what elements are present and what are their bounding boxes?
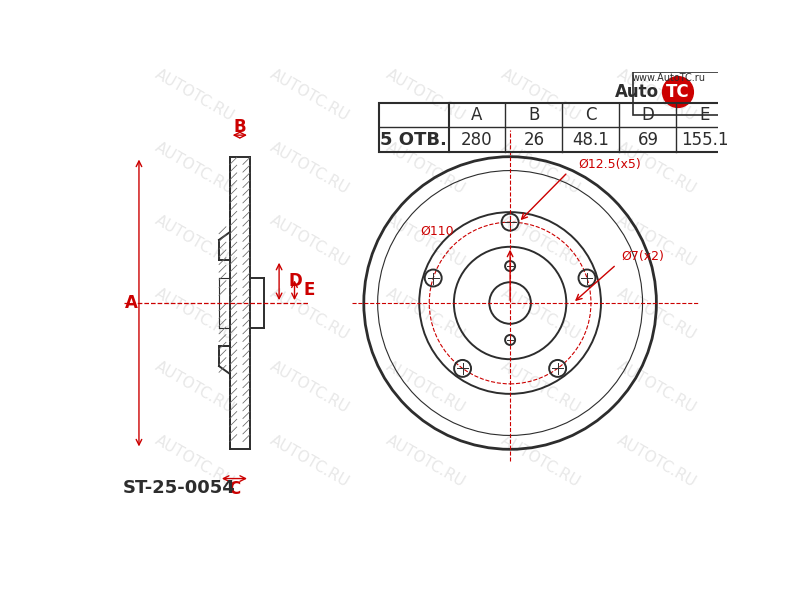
Text: AUTOTC.RU: AUTOTC.RU bbox=[383, 67, 468, 124]
Text: AUTOTC.RU: AUTOTC.RU bbox=[498, 67, 583, 124]
Text: AUTOTC.RU: AUTOTC.RU bbox=[383, 359, 468, 416]
Text: AUTOTC.RU: AUTOTC.RU bbox=[498, 286, 583, 343]
Text: AUTOTC.RU: AUTOTC.RU bbox=[383, 432, 468, 490]
Text: 280: 280 bbox=[461, 131, 493, 149]
Text: 26: 26 bbox=[523, 131, 545, 149]
Text: AUTOTC.RU: AUTOTC.RU bbox=[498, 140, 583, 197]
Bar bbox=[634, 72, 722, 115]
Text: AUTOTC.RU: AUTOTC.RU bbox=[268, 286, 352, 343]
Text: AUTOTC.RU: AUTOTC.RU bbox=[614, 140, 698, 197]
Text: AUTOTC.RU: AUTOTC.RU bbox=[268, 432, 352, 490]
Text: AUTOTC.RU: AUTOTC.RU bbox=[268, 359, 352, 416]
Text: 69: 69 bbox=[638, 131, 658, 149]
Text: Ø110: Ø110 bbox=[420, 225, 454, 238]
Text: AUTOTC.RU: AUTOTC.RU bbox=[152, 432, 237, 490]
Text: B: B bbox=[528, 106, 540, 124]
Text: C: C bbox=[586, 106, 597, 124]
Text: AUTOTC.RU: AUTOTC.RU bbox=[614, 432, 698, 490]
Text: 5 ОТВ.: 5 ОТВ. bbox=[381, 131, 447, 149]
Text: AUTOTC.RU: AUTOTC.RU bbox=[152, 359, 237, 416]
Text: AUTOTC.RU: AUTOTC.RU bbox=[268, 67, 352, 124]
Text: AUTOTC.RU: AUTOTC.RU bbox=[383, 212, 468, 270]
Text: A: A bbox=[125, 294, 138, 312]
Text: AUTOTC.RU: AUTOTC.RU bbox=[152, 212, 237, 270]
Text: AUTOTC.RU: AUTOTC.RU bbox=[614, 212, 698, 270]
Text: Auto: Auto bbox=[615, 83, 659, 101]
Text: C: C bbox=[228, 481, 241, 499]
Text: 155.1: 155.1 bbox=[681, 131, 729, 149]
Circle shape bbox=[662, 77, 694, 107]
Text: Ø7(x2): Ø7(x2) bbox=[622, 250, 665, 263]
Text: AUTOTC.RU: AUTOTC.RU bbox=[383, 140, 468, 197]
Text: AUTOTC.RU: AUTOTC.RU bbox=[614, 67, 698, 124]
Text: E: E bbox=[304, 281, 315, 299]
Text: D: D bbox=[642, 106, 654, 124]
Bar bbox=[379, 103, 734, 152]
Text: AUTOTC.RU: AUTOTC.RU bbox=[152, 67, 237, 124]
Text: AUTOTC.RU: AUTOTC.RU bbox=[268, 140, 352, 197]
Text: AUTOTC.RU: AUTOTC.RU bbox=[152, 286, 237, 343]
Text: www.AutoTC.ru: www.AutoTC.ru bbox=[632, 73, 706, 83]
Text: Ø12.5(x5): Ø12.5(x5) bbox=[578, 158, 641, 171]
Text: AUTOTC.RU: AUTOTC.RU bbox=[498, 432, 583, 490]
Text: ST-25-0054: ST-25-0054 bbox=[122, 479, 235, 497]
Text: AUTOTC.RU: AUTOTC.RU bbox=[498, 359, 583, 416]
Text: D: D bbox=[288, 272, 302, 290]
Text: AUTOTC.RU: AUTOTC.RU bbox=[614, 286, 698, 343]
Text: 48.1: 48.1 bbox=[573, 131, 610, 149]
Text: AUTOTC.RU: AUTOTC.RU bbox=[498, 212, 583, 270]
Text: AUTOTC.RU: AUTOTC.RU bbox=[268, 212, 352, 270]
Text: AUTOTC.RU: AUTOTC.RU bbox=[152, 140, 237, 197]
Text: B: B bbox=[234, 118, 246, 136]
Text: A: A bbox=[471, 106, 482, 124]
Text: TC: TC bbox=[666, 83, 690, 101]
Text: AUTOTC.RU: AUTOTC.RU bbox=[614, 359, 698, 416]
Text: AUTOTC.RU: AUTOTC.RU bbox=[383, 286, 468, 343]
Text: E: E bbox=[700, 106, 710, 124]
